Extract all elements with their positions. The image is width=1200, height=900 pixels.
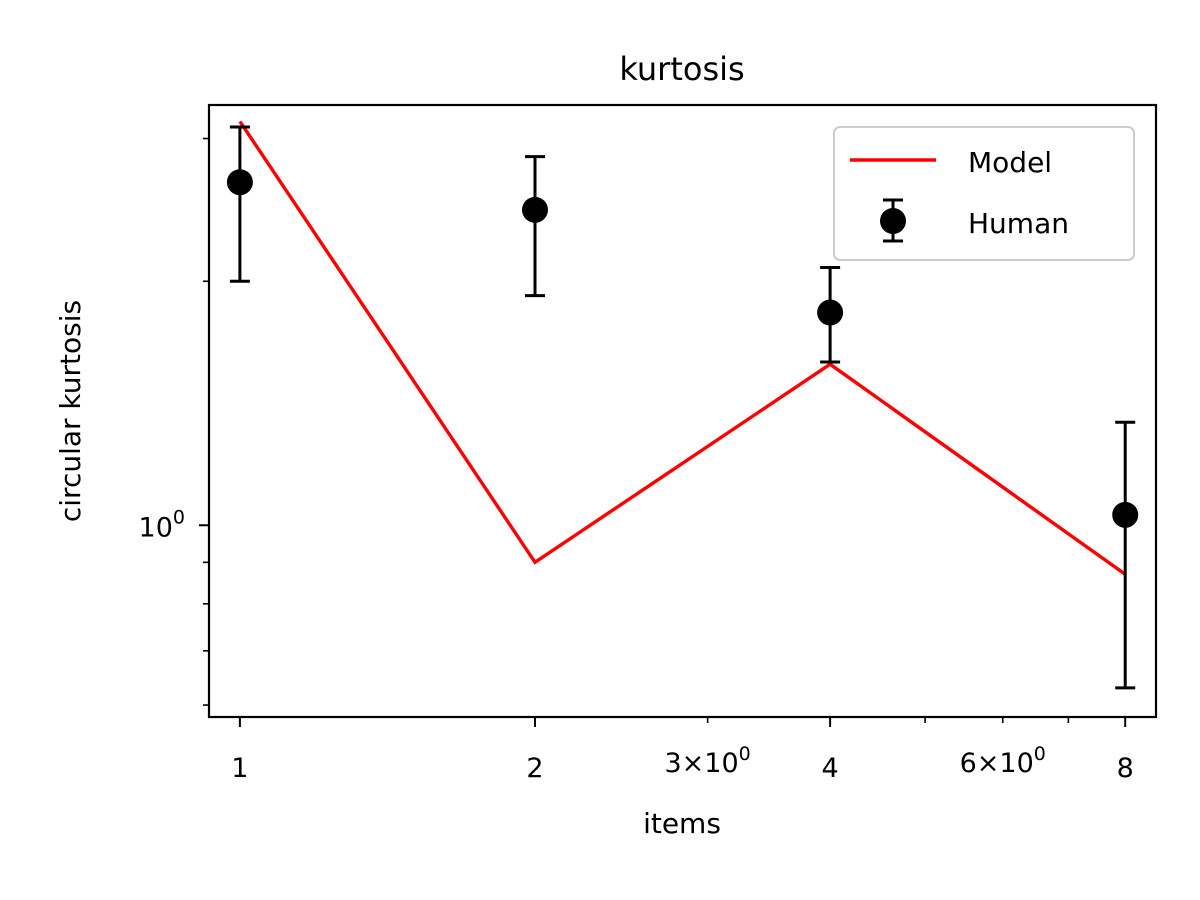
human-marker bbox=[522, 196, 549, 223]
chart-title: kurtosis bbox=[619, 50, 744, 88]
plot-area bbox=[226, 120, 1139, 690]
legend-label-model: Model bbox=[968, 146, 1052, 179]
human-point-8 bbox=[1112, 420, 1139, 690]
x-minor-tick-label-6: 6×100 bbox=[960, 743, 1046, 779]
legend-human-swatch bbox=[880, 198, 906, 243]
x-tick-label-4: 4 bbox=[822, 753, 839, 784]
y-axis-ticks: 100 bbox=[139, 137, 209, 706]
human-point-2 bbox=[522, 155, 549, 298]
x-tick-label-1: 1 bbox=[231, 753, 248, 784]
legend: Model Human bbox=[833, 126, 1135, 261]
legend-label-human: Human bbox=[968, 207, 1069, 240]
x-tick-label-2: 2 bbox=[526, 753, 543, 784]
model-line bbox=[238, 120, 1127, 576]
human-marker bbox=[817, 299, 844, 326]
x-axis-ticks: 1 2 4 8 3×100 6×100 bbox=[231, 717, 1134, 784]
human-marker bbox=[226, 169, 253, 196]
human-point-1 bbox=[226, 125, 253, 283]
x-axis-label: items bbox=[643, 807, 721, 840]
x-tick-label-8: 8 bbox=[1117, 753, 1134, 784]
human-marker bbox=[1112, 501, 1139, 528]
x-minor-tick-label-3: 3×100 bbox=[664, 743, 750, 779]
y-tick-label-1: 100 bbox=[139, 506, 185, 543]
axes-frame bbox=[207, 103, 1158, 719]
human-point-4 bbox=[817, 265, 844, 364]
y-axis-label: circular kurtosis bbox=[54, 300, 87, 522]
